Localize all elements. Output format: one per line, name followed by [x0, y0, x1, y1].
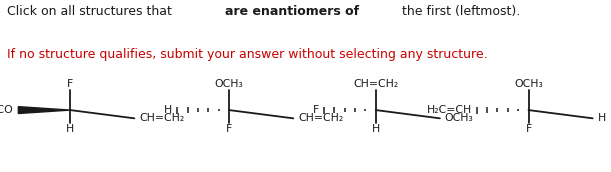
Text: H: H	[371, 124, 380, 134]
Text: If no structure qualifies, submit your answer without selecting any structure.: If no structure qualifies, submit your a…	[7, 48, 488, 61]
Text: Click on all structures that: Click on all structures that	[7, 5, 176, 18]
Text: H: H	[164, 105, 172, 115]
Text: are enantiomers of: are enantiomers of	[225, 5, 359, 18]
Text: OCH₃: OCH₃	[514, 79, 543, 89]
Polygon shape	[18, 107, 70, 114]
Text: F: F	[525, 124, 532, 134]
Text: OCH₃: OCH₃	[445, 113, 474, 123]
Text: CH=CH₂: CH=CH₂	[139, 113, 185, 123]
Text: CH=CH₂: CH=CH₂	[353, 79, 398, 89]
Text: CH=CH₂: CH=CH₂	[298, 113, 343, 123]
Text: F: F	[67, 79, 73, 89]
Text: H₂C=CH: H₂C=CH	[426, 105, 472, 115]
Text: H₃CO: H₃CO	[0, 105, 13, 115]
Text: H: H	[66, 124, 75, 134]
Text: H: H	[598, 113, 606, 123]
Text: F: F	[313, 105, 319, 115]
Text: F: F	[226, 124, 232, 134]
Text: OCH₃: OCH₃	[214, 79, 244, 89]
Text: the first (leftmost).: the first (leftmost).	[398, 5, 521, 18]
